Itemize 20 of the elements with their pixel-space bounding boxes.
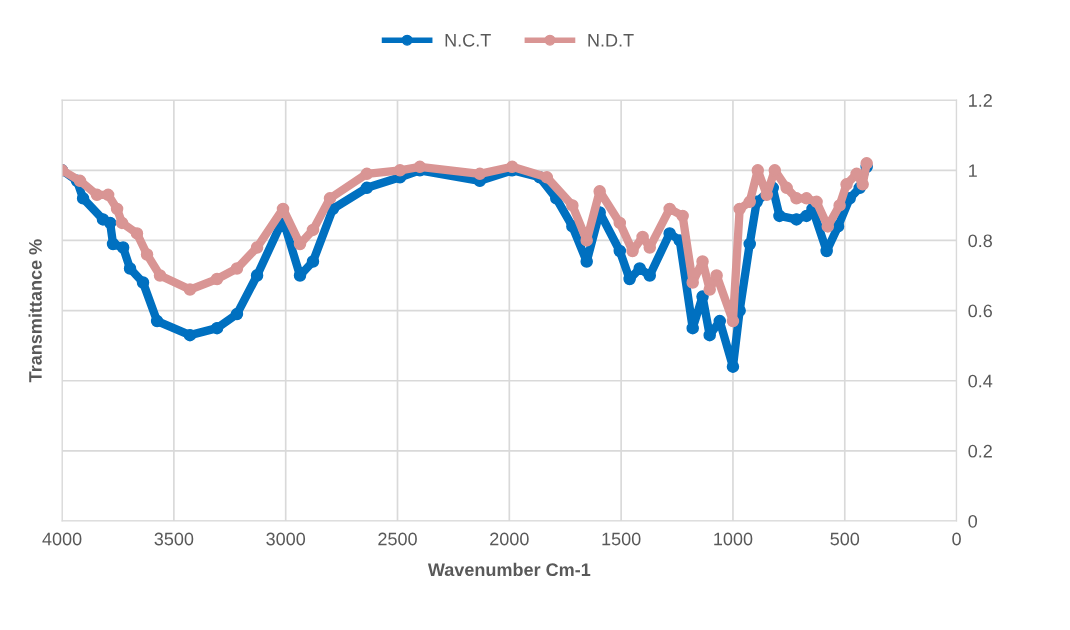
x-tick-label: 3000: [266, 532, 306, 546]
x-tick-label: 2000: [490, 532, 529, 546]
x-tick-label: 500: [830, 532, 860, 546]
y-tick-label: 0: [968, 514, 978, 528]
y-tick-label: 0.2: [968, 444, 992, 458]
legend-label: N.D.T: [588, 34, 634, 47]
legend-label: N.C.T: [445, 33, 491, 47]
y-tick-label: 1.2: [969, 94, 992, 107]
x-tick-label: 0: [952, 532, 961, 546]
x-axis-title: Wavenumber Cm-1: [427, 562, 591, 577]
y-tick-label: 0.8: [968, 234, 993, 248]
x-tick-label: 1000: [714, 532, 753, 546]
x-tick-label: 2500: [378, 532, 417, 546]
x-tick-label: 3500: [154, 532, 194, 546]
y-tick-label: 0.4: [968, 374, 993, 388]
y-tick-label: 1: [969, 164, 977, 177]
x-tick-label: 4000: [42, 532, 82, 546]
y-tick-label: 0.6: [968, 304, 992, 318]
x-tick-label: 1500: [602, 532, 641, 546]
y-axis-title: Transmittance %: [28, 239, 42, 383]
